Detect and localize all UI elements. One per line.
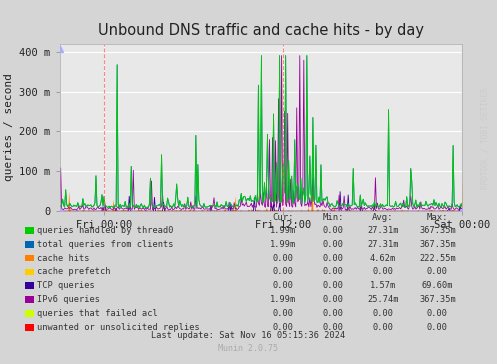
Text: 0.00: 0.00 — [372, 323, 393, 332]
Text: 1.99m: 1.99m — [270, 295, 296, 304]
Text: cache hits: cache hits — [37, 254, 90, 262]
Text: 0.00: 0.00 — [323, 240, 343, 249]
Text: 69.60m: 69.60m — [421, 281, 453, 290]
Text: Avg:: Avg: — [372, 213, 394, 222]
Text: 0.00: 0.00 — [323, 295, 343, 304]
Text: queries handled by thread0: queries handled by thread0 — [37, 226, 174, 235]
Text: 0.00: 0.00 — [323, 254, 343, 262]
Text: 1.99m: 1.99m — [270, 240, 296, 249]
Text: 0.00: 0.00 — [323, 281, 343, 290]
Text: 222.55m: 222.55m — [419, 254, 456, 262]
Text: total queries from clients: total queries from clients — [37, 240, 174, 249]
Text: 4.62m: 4.62m — [370, 254, 396, 262]
Text: 25.74m: 25.74m — [367, 295, 399, 304]
Text: Cur:: Cur: — [272, 213, 294, 222]
Title: Unbound DNS traffic and cache hits - by day: Unbound DNS traffic and cache hits - by … — [98, 23, 424, 38]
Text: 1.57m: 1.57m — [370, 281, 396, 290]
Text: RRDTOOL / TOBI OETIKER: RRDTOOL / TOBI OETIKER — [481, 87, 490, 189]
Text: 0.00: 0.00 — [273, 309, 294, 318]
Text: 0.00: 0.00 — [427, 268, 448, 276]
Text: 0.00: 0.00 — [273, 254, 294, 262]
Text: Munin 2.0.75: Munin 2.0.75 — [219, 344, 278, 352]
Text: 367.35m: 367.35m — [419, 226, 456, 235]
Text: cache prefetch: cache prefetch — [37, 268, 111, 276]
Text: 0.00: 0.00 — [323, 226, 343, 235]
Text: 0.00: 0.00 — [372, 309, 393, 318]
Text: 367.35m: 367.35m — [419, 240, 456, 249]
Text: Min:: Min: — [322, 213, 344, 222]
Text: 367.35m: 367.35m — [419, 295, 456, 304]
Text: queries that failed acl: queries that failed acl — [37, 309, 158, 318]
Text: unwanted or unsolicited replies: unwanted or unsolicited replies — [37, 323, 200, 332]
Text: 0.00: 0.00 — [323, 323, 343, 332]
Text: 0.00: 0.00 — [273, 323, 294, 332]
Text: 0.00: 0.00 — [273, 268, 294, 276]
Text: IPv6 queries: IPv6 queries — [37, 295, 100, 304]
Text: 0.00: 0.00 — [372, 268, 393, 276]
Text: 0.00: 0.00 — [427, 309, 448, 318]
Text: 27.31m: 27.31m — [367, 240, 399, 249]
Y-axis label: queries / second: queries / second — [4, 74, 14, 181]
Text: 0.00: 0.00 — [323, 268, 343, 276]
Text: 27.31m: 27.31m — [367, 226, 399, 235]
Text: TCP queries: TCP queries — [37, 281, 95, 290]
Text: Last update: Sat Nov 16 05:15:36 2024: Last update: Sat Nov 16 05:15:36 2024 — [152, 331, 345, 340]
Text: 0.00: 0.00 — [427, 323, 448, 332]
Text: 1.99m: 1.99m — [270, 226, 296, 235]
Text: Max:: Max: — [426, 213, 448, 222]
Text: 0.00: 0.00 — [273, 281, 294, 290]
Text: 0.00: 0.00 — [323, 309, 343, 318]
